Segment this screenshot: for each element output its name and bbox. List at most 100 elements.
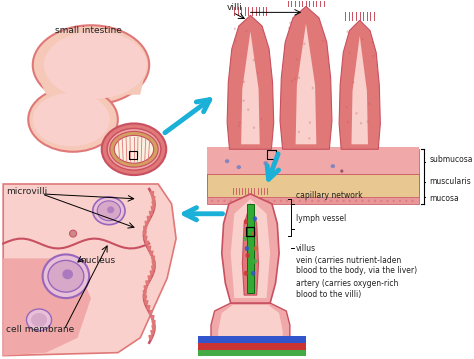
Polygon shape	[143, 226, 147, 230]
Ellipse shape	[318, 188, 319, 190]
Polygon shape	[150, 330, 155, 335]
Ellipse shape	[223, 176, 226, 178]
Ellipse shape	[380, 188, 383, 190]
Text: lymph vessel: lymph vessel	[296, 214, 346, 223]
Ellipse shape	[324, 164, 326, 166]
Ellipse shape	[355, 188, 357, 190]
Ellipse shape	[374, 200, 376, 202]
Ellipse shape	[223, 182, 226, 184]
Ellipse shape	[343, 194, 345, 196]
Ellipse shape	[380, 170, 383, 172]
Ellipse shape	[238, 125, 240, 127]
Ellipse shape	[349, 188, 351, 190]
Ellipse shape	[229, 158, 232, 160]
Polygon shape	[211, 303, 290, 348]
Polygon shape	[37, 50, 145, 95]
Polygon shape	[208, 174, 419, 197]
Ellipse shape	[70, 230, 77, 237]
Ellipse shape	[367, 164, 370, 166]
Ellipse shape	[349, 170, 351, 172]
Ellipse shape	[411, 164, 414, 166]
Ellipse shape	[237, 165, 241, 169]
Ellipse shape	[392, 152, 395, 154]
Ellipse shape	[330, 170, 332, 172]
Ellipse shape	[247, 108, 249, 111]
Ellipse shape	[318, 200, 319, 202]
Ellipse shape	[261, 170, 263, 172]
Ellipse shape	[255, 182, 257, 184]
Ellipse shape	[311, 158, 313, 160]
Ellipse shape	[405, 164, 408, 166]
Ellipse shape	[349, 194, 351, 196]
Ellipse shape	[236, 152, 238, 154]
Ellipse shape	[311, 188, 313, 190]
Ellipse shape	[44, 31, 147, 99]
Ellipse shape	[374, 158, 376, 160]
Ellipse shape	[292, 194, 294, 196]
Polygon shape	[148, 310, 153, 315]
Ellipse shape	[229, 170, 232, 172]
Ellipse shape	[255, 188, 257, 190]
Ellipse shape	[311, 170, 313, 172]
Ellipse shape	[355, 152, 357, 154]
Ellipse shape	[392, 194, 395, 196]
Polygon shape	[149, 270, 154, 275]
Ellipse shape	[299, 158, 301, 160]
Ellipse shape	[311, 194, 313, 196]
Ellipse shape	[343, 164, 345, 166]
Ellipse shape	[346, 106, 348, 108]
Ellipse shape	[225, 159, 229, 163]
Polygon shape	[231, 199, 270, 298]
Ellipse shape	[264, 161, 268, 165]
Ellipse shape	[330, 194, 332, 196]
Ellipse shape	[286, 194, 288, 196]
Ellipse shape	[267, 152, 269, 154]
Ellipse shape	[361, 170, 364, 172]
Ellipse shape	[244, 271, 248, 276]
Ellipse shape	[349, 158, 351, 160]
Ellipse shape	[286, 188, 288, 190]
Text: microvilli: microvilli	[6, 187, 47, 196]
Ellipse shape	[229, 182, 232, 184]
Ellipse shape	[299, 176, 301, 178]
Ellipse shape	[392, 200, 395, 202]
Text: submucosa: submucosa	[429, 155, 473, 164]
Ellipse shape	[292, 164, 294, 166]
Ellipse shape	[236, 182, 238, 184]
Ellipse shape	[248, 200, 251, 202]
Ellipse shape	[292, 176, 294, 178]
Ellipse shape	[336, 152, 338, 154]
Ellipse shape	[217, 170, 219, 172]
Ellipse shape	[267, 176, 269, 178]
Ellipse shape	[380, 164, 383, 166]
Ellipse shape	[392, 158, 395, 160]
Ellipse shape	[280, 188, 282, 190]
Ellipse shape	[236, 188, 238, 190]
Polygon shape	[144, 300, 148, 305]
Ellipse shape	[273, 152, 276, 154]
Ellipse shape	[324, 194, 326, 196]
Ellipse shape	[261, 194, 263, 196]
Polygon shape	[208, 174, 419, 189]
Ellipse shape	[361, 182, 364, 184]
Polygon shape	[143, 295, 147, 300]
Bar	[267, 150, 275, 159]
Ellipse shape	[405, 182, 408, 184]
Ellipse shape	[318, 170, 319, 172]
Ellipse shape	[229, 188, 232, 190]
Ellipse shape	[355, 200, 357, 202]
Ellipse shape	[223, 152, 226, 154]
Ellipse shape	[361, 164, 364, 166]
Ellipse shape	[361, 38, 364, 40]
Ellipse shape	[242, 182, 245, 184]
Ellipse shape	[294, 77, 296, 80]
Ellipse shape	[298, 131, 300, 133]
Ellipse shape	[355, 164, 357, 166]
Polygon shape	[151, 320, 156, 325]
Ellipse shape	[322, 39, 324, 42]
Polygon shape	[208, 149, 419, 204]
Polygon shape	[296, 24, 316, 144]
Ellipse shape	[318, 158, 319, 160]
Polygon shape	[151, 325, 156, 330]
Ellipse shape	[392, 176, 395, 178]
